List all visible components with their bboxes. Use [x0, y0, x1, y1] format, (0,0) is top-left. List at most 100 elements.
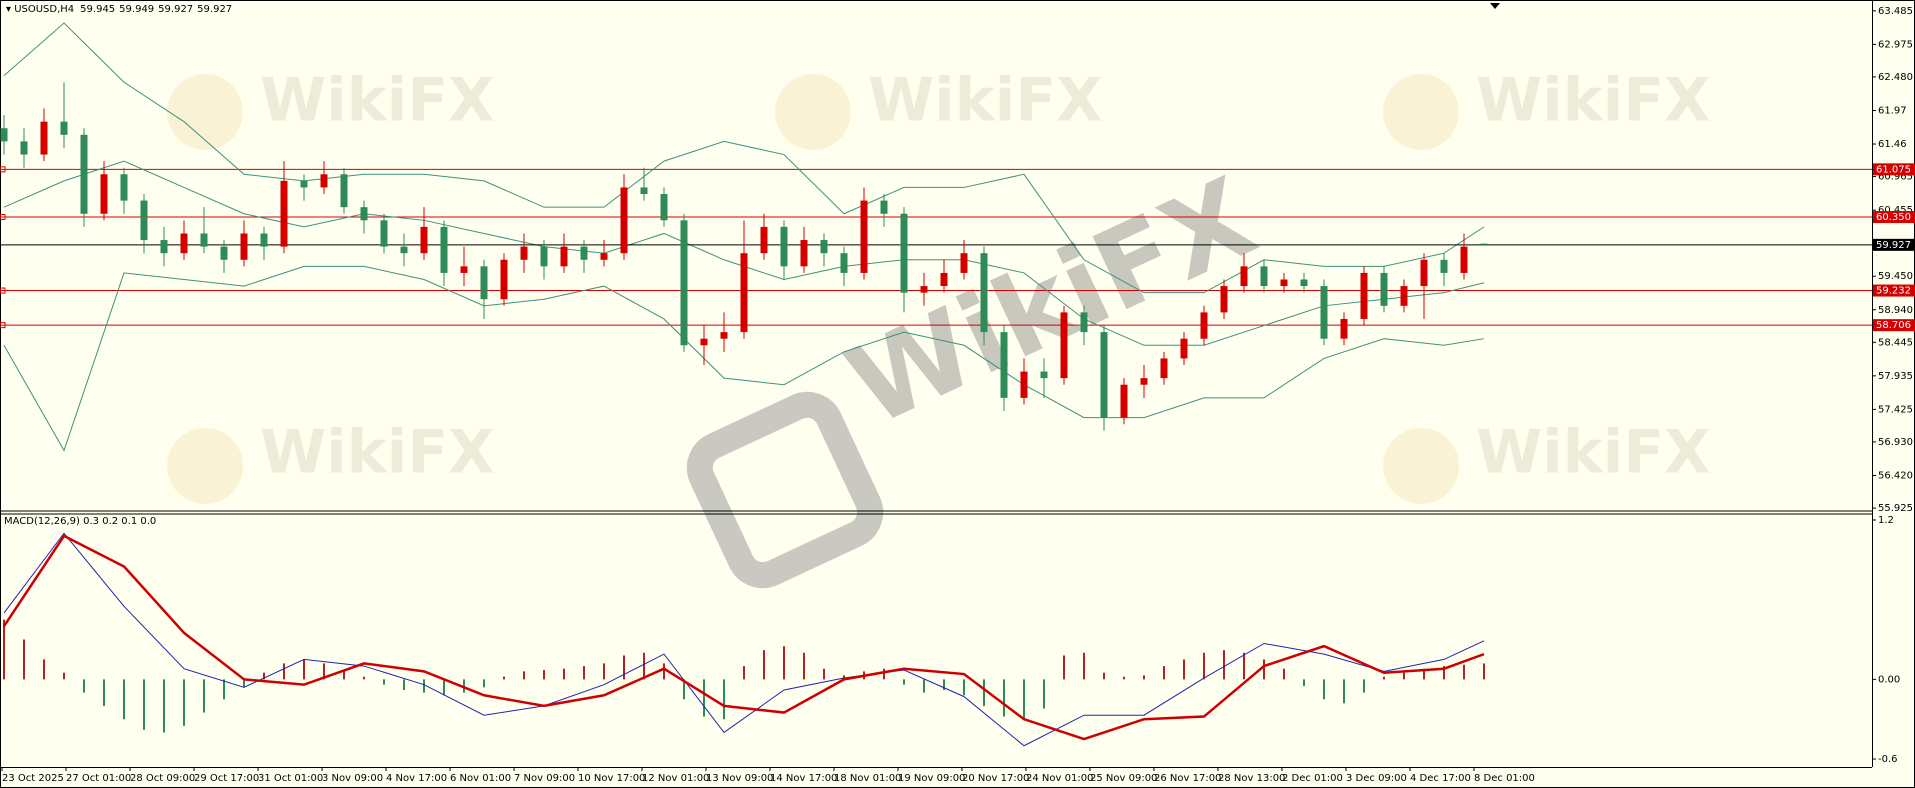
x-tick-label: 18 Nov 01:00: [834, 773, 901, 784]
close: 59.927: [197, 4, 232, 15]
candle-body: [100, 174, 108, 214]
watermark-logo: [775, 74, 851, 150]
y-tick-label: 59.450: [1878, 271, 1913, 282]
bollinger-upper: [3, 22, 1485, 294]
candle-body: [900, 213, 908, 293]
x-tick-label: 20 Nov 17:00: [962, 773, 1029, 784]
x-tick-label: 12 Nov 01:00: [642, 773, 709, 784]
y-tick-label: 58.445: [1878, 337, 1913, 348]
x-tick-label: 31 Oct 01:00: [258, 773, 323, 784]
candle-body: [880, 200, 888, 214]
candle-body: [780, 226, 788, 267]
y-tick-label: 56.420: [1878, 470, 1913, 481]
y-tick-label: 63.485: [1878, 6, 1913, 17]
y-tick-label: 60.455: [1878, 205, 1913, 216]
candle-body: [460, 266, 468, 273]
candle-body: [260, 233, 268, 247]
level-anchor: [0, 322, 6, 329]
level-label: 58.706: [1876, 320, 1911, 331]
y-tick-label: 62.975: [1878, 39, 1913, 50]
x-tick-label: 3 Nov 09:00: [322, 773, 383, 784]
candle-body: [300, 180, 308, 188]
candle-body: [1420, 259, 1428, 287]
level-anchor: [0, 166, 6, 173]
candle-body: [1040, 371, 1048, 379]
candle-body: [1340, 318, 1348, 339]
level-label-box: [1873, 163, 1915, 176]
level-label: 60.350: [1876, 212, 1911, 223]
y-tick-label: 57.935: [1878, 371, 1913, 382]
level-label-box: [1873, 211, 1915, 224]
candle-body: [1260, 266, 1268, 287]
low: 59.927: [158, 4, 193, 15]
candle-body: [1280, 279, 1288, 287]
watermark: WikiFX: [868, 66, 1102, 136]
macd-y-tick-label: 0.00: [1878, 674, 1900, 685]
y-tick-label: 57.425: [1878, 404, 1913, 415]
level-label-box: [1873, 319, 1915, 332]
candle-body: [1240, 266, 1248, 287]
candle-body: [500, 259, 508, 300]
candle-body: [800, 240, 808, 267]
watermark-logo: [167, 74, 243, 150]
x-tick-label: 27 Oct 01:00: [66, 773, 131, 784]
candle-body: [1020, 371, 1028, 398]
candle-body: [1320, 286, 1328, 339]
x-tick-label: 29 Oct 17:00: [194, 773, 259, 784]
x-tick-label: 24 Nov 01:00: [1026, 773, 1093, 784]
x-tick-label: 2 Dec 01:00: [1282, 773, 1343, 784]
x-tick-label: 26 Nov 17:00: [1154, 773, 1221, 784]
candle-body: [1200, 312, 1208, 339]
candle-body: [1140, 378, 1148, 385]
watermark-logo: [686, 391, 884, 589]
x-tick-label: 10 Nov 17:00: [578, 773, 645, 784]
bollinger-lower: [3, 265, 1485, 452]
candle-body: [680, 220, 688, 346]
level-label-box: [1873, 284, 1915, 297]
candle-body: [20, 141, 28, 155]
x-tick-label: 19 Nov 09:00: [898, 773, 965, 784]
candle-body: [1360, 272, 1368, 319]
x-tick-label: 25 Nov 09:00: [1090, 773, 1157, 784]
high: 59.949: [119, 4, 154, 15]
candle-body: [980, 253, 988, 333]
candle-body: [120, 174, 128, 201]
header-arrow: ▾: [6, 4, 14, 15]
candle-body: [0, 128, 8, 142]
y-tick-label: 55.925: [1878, 503, 1913, 514]
candle-body: [200, 233, 208, 247]
candle-body: [960, 253, 968, 273]
shift-marker: [1490, 3, 1500, 9]
candle-body: [1060, 312, 1068, 379]
y-tick-label: 61.97: [1878, 105, 1907, 116]
level-anchor: [0, 287, 6, 294]
candle-body: [860, 200, 868, 273]
watermark: WikiFX: [1476, 66, 1710, 136]
x-tick-label: 7 Nov 09:00: [514, 773, 575, 784]
candle-body: [740, 253, 748, 333]
candle-body: [1400, 286, 1408, 306]
candle-body: [700, 338, 708, 346]
candle-body: [940, 272, 948, 287]
candle-body: [1440, 259, 1448, 273]
watermark-logo: [167, 428, 243, 504]
x-tick-label: 4 Nov 17:00: [386, 773, 447, 784]
candle-body: [420, 226, 428, 254]
candle-body: [1000, 332, 1008, 398]
y-tick-label: 62.480: [1878, 72, 1913, 83]
candle-body: [660, 194, 668, 221]
candle-body: [720, 332, 728, 339]
candle-body: [1380, 272, 1388, 306]
candle-body: [1120, 384, 1128, 418]
candle-body: [1160, 358, 1168, 379]
x-tick-label: 8 Dec 01:00: [1474, 773, 1535, 784]
y-tick-label: 58.940: [1878, 305, 1913, 316]
current-price-box: [1873, 238, 1915, 251]
watermark-logo: [1383, 428, 1459, 504]
level-label: 61.075: [1876, 164, 1911, 175]
candle-body: [560, 246, 568, 267]
y-tick-label: 60.965: [1878, 172, 1913, 183]
candle-body: [140, 200, 148, 241]
watermark: WikiFX: [260, 66, 494, 136]
